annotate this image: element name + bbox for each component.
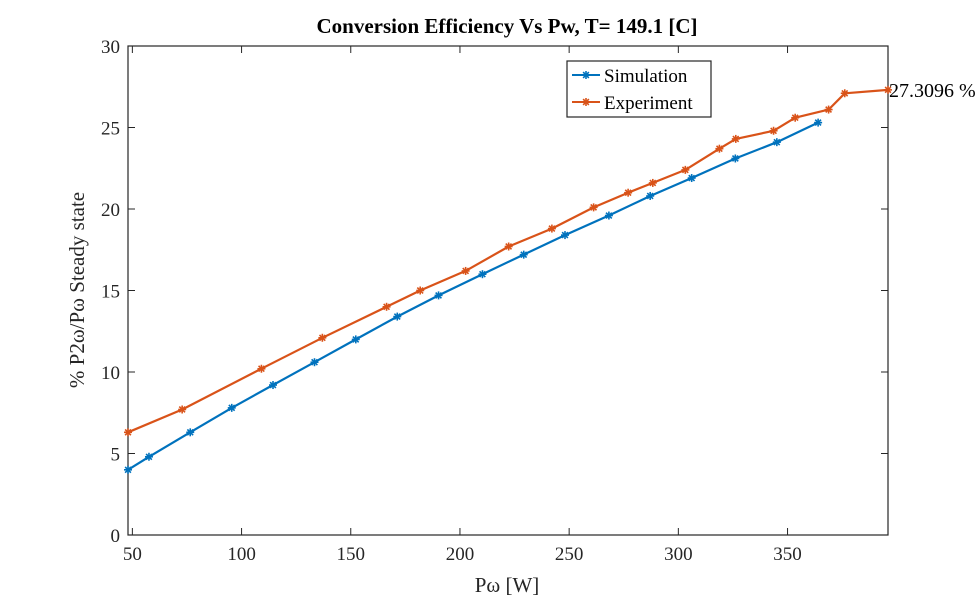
data-point-experiment <box>124 428 132 437</box>
data-point-simulation <box>186 428 195 437</box>
data-point-experiment <box>257 364 266 373</box>
plot-area <box>127 45 889 536</box>
series-line-simulation <box>127 121 819 471</box>
data-point-experiment <box>769 126 778 135</box>
y-tick-label: 25 <box>101 119 120 140</box>
data-point-simulation <box>604 211 613 220</box>
data-point-experiment <box>547 224 556 233</box>
data-point-simulation <box>227 403 236 412</box>
y-tick-label: 30 <box>101 37 120 58</box>
x-tick-label: 100 <box>227 544 256 565</box>
data-point-simulation <box>731 154 740 163</box>
data-point-simulation <box>393 312 402 321</box>
legend-label-experiment: Experiment <box>604 93 693 114</box>
y-tick-label: 0 <box>111 526 121 547</box>
data-point-experiment <box>178 405 187 414</box>
y-tick-label: 15 <box>101 282 120 303</box>
data-point-simulation <box>646 191 655 200</box>
y-tick-label: 5 <box>111 445 121 466</box>
data-point-experiment <box>624 188 633 197</box>
x-tick-label: 350 <box>773 544 802 565</box>
data-point-experiment <box>824 105 833 114</box>
data-point-simulation <box>434 291 443 300</box>
legend-marker-icon <box>582 98 590 106</box>
legend: Simulation Experiment <box>566 60 712 118</box>
data-point-experiment <box>461 266 470 275</box>
data-point-experiment <box>791 113 800 122</box>
data-point-experiment <box>884 85 892 94</box>
data-point-simulation <box>687 174 696 183</box>
data-point-experiment <box>589 203 598 212</box>
data-point-experiment <box>416 286 425 295</box>
data-point-simulation <box>310 358 319 367</box>
y-tick-label: 10 <box>101 363 120 384</box>
y-axis-label: % P2ω/Pω Steady state <box>65 192 89 388</box>
data-point-experiment <box>681 165 690 174</box>
data-point-experiment <box>648 178 657 187</box>
data-point-simulation <box>561 231 569 240</box>
series-simulation <box>124 118 823 474</box>
legend-box <box>566 60 712 118</box>
data-point-experiment <box>318 333 327 342</box>
data-point-experiment <box>504 242 513 251</box>
x-tick-label: 300 <box>664 544 693 565</box>
data-point-simulation <box>478 270 487 279</box>
data-point-simulation <box>814 118 823 127</box>
y-tick-label: 20 <box>101 200 120 221</box>
data-point-experiment <box>715 144 724 153</box>
data-point-simulation <box>124 465 132 474</box>
legend-marker-icon <box>582 71 590 79</box>
data-point-experiment <box>840 89 849 98</box>
data-point-experiment <box>382 302 391 311</box>
legend-marker-simulation <box>582 71 590 79</box>
x-tick-label: 250 <box>555 544 584 565</box>
x-tick-label: 50 <box>123 544 142 565</box>
legend-marker-experiment <box>582 98 590 106</box>
data-point-simulation <box>269 381 278 390</box>
x-tick-label: 200 <box>446 544 475 565</box>
x-tick-label: 150 <box>337 544 366 565</box>
chart-title: Conversion Efficiency Vs Pw, T= 149.1 [C… <box>316 14 697 38</box>
data-point-experiment <box>731 134 740 143</box>
data-point-simulation <box>351 335 360 344</box>
data-point-simulation <box>772 138 781 147</box>
x-axis-label: Pω [W] <box>475 573 540 597</box>
data-point-simulation <box>144 452 153 461</box>
last-point-annotation: 27.3096 % <box>889 80 976 102</box>
series-line-experiment <box>127 88 889 434</box>
legend-label-simulation: Simulation <box>604 66 688 87</box>
series-experiment <box>124 85 892 437</box>
data-point-simulation <box>519 250 528 259</box>
